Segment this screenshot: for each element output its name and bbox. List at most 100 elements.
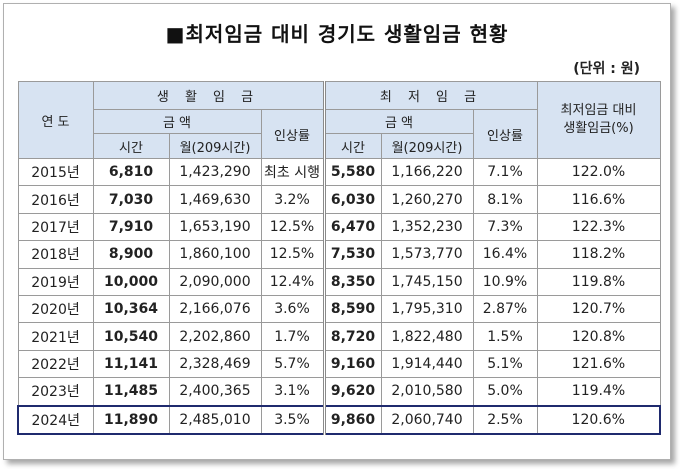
header-ratio-line1: 최저임금 대비 xyxy=(560,103,637,118)
document-frame: ■최저임금 대비 경기도 생활임금 현황 (단위 : 원) 연 도 생 활 임 … xyxy=(3,3,671,460)
cell-mw-hourly: 6,030 xyxy=(323,185,382,214)
cell-mw-monthly: 2,060,740 xyxy=(380,404,474,435)
cell-mw-hourly: 7,530 xyxy=(323,240,382,269)
cell-mw-rate: 2.87% xyxy=(472,294,538,324)
header-lw-amount: 금 액 xyxy=(92,109,262,134)
table-body: 2015년 6,810 1,423,290 최초 시행 5,580 1,166,… xyxy=(17,157,661,435)
cell-lw-monthly: 2,328,469 xyxy=(168,349,262,379)
cell-mw-rate: 7.3% xyxy=(472,212,538,242)
header-lw-rate: 인상률 xyxy=(260,109,326,159)
cell-lw-rate: 5.7% xyxy=(260,349,326,379)
header-living-wage: 생 활 임 금 xyxy=(92,81,326,110)
table-header: 연 도 생 활 임 금 최 저 임 금 최저임금 대비 생활임금(%) 금 액 … xyxy=(17,81,661,159)
header-mw-monthly: 월(209시간) xyxy=(380,133,474,159)
cell-ratio: 121.6% xyxy=(536,349,661,379)
cell-mw-rate: 8.1% xyxy=(472,185,538,214)
cell-mw-rate: 5.1% xyxy=(472,349,538,379)
cell-year: 2016년 xyxy=(17,185,94,214)
cell-ratio: 118.2% xyxy=(536,240,661,269)
header-lw-hourly: 시간 xyxy=(92,133,170,159)
cell-mw-hourly: 8,720 xyxy=(323,322,382,351)
table-row-highlighted: 2024년 11,890 2,485,010 3.5% 9,860 2,060,… xyxy=(17,404,661,435)
cell-lw-rate: 3.6% xyxy=(260,294,326,324)
cell-lw-rate: 12.5% xyxy=(260,212,326,242)
cell-lw-rate: 3.1% xyxy=(260,377,326,407)
cell-lw-hourly: 7,030 xyxy=(92,185,170,214)
cell-mw-hourly: 9,620 xyxy=(323,377,382,407)
cell-ratio: 116.6% xyxy=(536,185,661,214)
cell-lw-monthly: 2,485,010 xyxy=(168,404,262,435)
table-row: 2021년 10,540 2,202,860 1.7% 8,720 1,822,… xyxy=(17,322,661,351)
table-row: 2016년 7,030 1,469,630 3.2% 6,030 1,260,2… xyxy=(17,185,661,214)
cell-lw-monthly: 2,202,860 xyxy=(168,322,262,351)
table-row: 2018년 8,900 1,860,100 12.5% 7,530 1,573,… xyxy=(17,240,661,269)
table-row: 2022년 11,141 2,328,469 5.7% 9,160 1,914,… xyxy=(17,349,661,379)
cell-ratio: 120.6% xyxy=(536,404,661,435)
cell-lw-monthly: 1,860,100 xyxy=(168,240,262,269)
unit-note: (단위 : 원) xyxy=(573,61,640,77)
wage-table: 연 도 생 활 임 금 최 저 임 금 최저임금 대비 생활임금(%) 금 액 … xyxy=(17,81,661,435)
cell-year: 2020년 xyxy=(17,294,94,324)
cell-mw-monthly: 1,822,480 xyxy=(380,322,474,351)
cell-mw-monthly: 1,260,270 xyxy=(380,185,474,214)
page-title: ■최저임금 대비 경기도 생활임금 현황 xyxy=(165,22,509,46)
table-row: 2023년 11,485 2,400,365 3.1% 9,620 2,010,… xyxy=(17,377,661,407)
header-mw-hourly: 시간 xyxy=(323,133,382,159)
cell-mw-rate: 2.5% xyxy=(472,404,538,435)
cell-lw-monthly: 2,166,076 xyxy=(168,294,262,324)
cell-lw-hourly: 8,900 xyxy=(92,240,170,269)
cell-year: 2021년 xyxy=(17,322,94,351)
header-mw-amount: 금 액 xyxy=(323,109,474,134)
cell-year: 2022년 xyxy=(17,349,94,379)
cell-ratio: 120.8% xyxy=(536,322,661,351)
cell-mw-hourly: 6,470 xyxy=(323,212,382,242)
cell-year: 2017년 xyxy=(17,212,94,242)
header-year: 연 도 xyxy=(17,81,94,159)
table-row: 2019년 10,000 2,090,000 12.4% 8,350 1,745… xyxy=(17,267,661,296)
cell-mw-hourly: 5,580 xyxy=(323,157,382,187)
header-mw-rate: 인상률 xyxy=(472,109,538,159)
header-ratio-line2: 생활임금(%) xyxy=(563,121,634,136)
cell-lw-monthly: 1,423,290 xyxy=(168,157,262,187)
cell-mw-monthly: 1,914,440 xyxy=(380,349,474,379)
cell-mw-rate: 7.1% xyxy=(472,157,538,187)
cell-lw-hourly: 11,890 xyxy=(92,404,170,435)
header-min-wage: 최 저 임 금 xyxy=(323,81,538,110)
table-row: 2015년 6,810 1,423,290 최초 시행 5,580 1,166,… xyxy=(17,157,661,187)
cell-mw-monthly: 1,795,310 xyxy=(380,294,474,324)
cell-lw-hourly: 10,000 xyxy=(92,267,170,296)
cell-ratio: 119.4% xyxy=(536,377,661,407)
cell-lw-monthly: 2,090,000 xyxy=(168,267,262,296)
cell-lw-rate: 최초 시행 xyxy=(260,157,326,187)
table-row: 2020년 10,364 2,166,076 3.6% 8,590 1,795,… xyxy=(17,294,661,324)
cell-mw-monthly: 2,010,580 xyxy=(380,377,474,407)
cell-lw-hourly: 11,485 xyxy=(92,377,170,407)
cell-lw-rate: 3.2% xyxy=(260,185,326,214)
cell-year: 2018년 xyxy=(17,240,94,269)
cell-lw-rate: 12.5% xyxy=(260,240,326,269)
cell-year: 2024년 xyxy=(17,404,94,435)
cell-lw-hourly: 11,141 xyxy=(92,349,170,379)
cell-ratio: 122.3% xyxy=(536,212,661,242)
cell-mw-monthly: 1,573,770 xyxy=(380,240,474,269)
cell-lw-rate: 12.4% xyxy=(260,267,326,296)
cell-ratio: 120.7% xyxy=(536,294,661,324)
cell-lw-monthly: 1,469,630 xyxy=(168,185,262,214)
cell-lw-hourly: 6,810 xyxy=(92,157,170,187)
cell-mw-monthly: 1,745,150 xyxy=(380,267,474,296)
header-lw-monthly: 월(209시간) xyxy=(168,133,262,159)
cell-lw-hourly: 10,540 xyxy=(92,322,170,351)
cell-mw-rate: 1.5% xyxy=(472,322,538,351)
cell-mw-monthly: 1,352,230 xyxy=(380,212,474,242)
table-row: 2017년 7,910 1,653,190 12.5% 6,470 1,352,… xyxy=(17,212,661,242)
cell-year: 2015년 xyxy=(17,157,94,187)
cell-year: 2019년 xyxy=(17,267,94,296)
cell-mw-monthly: 1,166,220 xyxy=(380,157,474,187)
header-ratio: 최저임금 대비 생활임금(%) xyxy=(536,81,661,159)
cell-mw-hourly: 8,350 xyxy=(323,267,382,296)
cell-lw-monthly: 2,400,365 xyxy=(168,377,262,407)
cell-lw-monthly: 1,653,190 xyxy=(168,212,262,242)
cell-mw-rate: 5.0% xyxy=(472,377,538,407)
cell-mw-hourly: 9,860 xyxy=(323,404,382,435)
cell-year: 2023년 xyxy=(17,377,94,407)
